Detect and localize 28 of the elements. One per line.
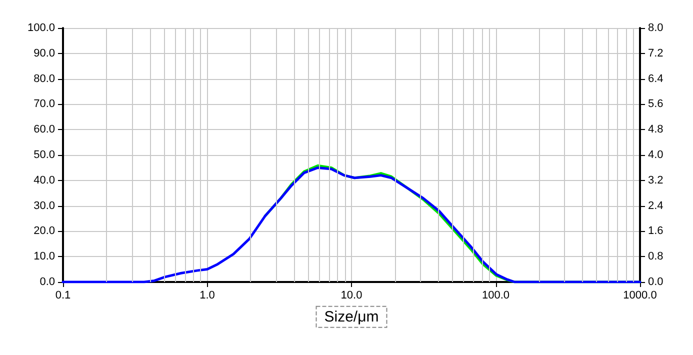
y-tick-label: 60.0 <box>34 124 55 136</box>
x-axis-title: Size/μm <box>324 308 379 326</box>
y2-tick-label: 8.0 <box>648 22 664 34</box>
y-tick-label: 10.0 <box>34 250 55 263</box>
y2-tick-label: 3.2 <box>648 174 664 186</box>
y-tick-label: 90.0 <box>34 47 55 60</box>
x-tick-label: 10.0 <box>340 290 362 302</box>
x-tick-label: 1.0 <box>200 290 215 302</box>
y2-tick-label: 2.4 <box>648 200 664 212</box>
y2-tick-label: 4.8 <box>648 124 664 136</box>
x-tick-label: 1000.0 <box>623 290 657 302</box>
y2-tick-label: 0.8 <box>648 250 664 263</box>
y2-tick-label: 1.6 <box>648 225 664 238</box>
x-tick-label: 0.1 <box>55 290 71 302</box>
y2-tick-label: 0.0 <box>648 276 664 288</box>
y-tick-label: 80.0 <box>34 72 55 85</box>
y-tick-label: 40.0 <box>34 174 55 186</box>
x-tick-label: 100.0 <box>482 290 510 302</box>
y-tick-label: 50.0 <box>34 149 55 161</box>
y2-tick-label: 6.4 <box>648 72 664 85</box>
y2-tick-label: 5.6 <box>648 98 664 110</box>
y-tick-label: 100.0 <box>27 22 55 34</box>
y2-tick-label: 4.0 <box>648 149 664 161</box>
y-tick-label: 0.0 <box>40 276 55 288</box>
y-tick-label: 20.0 <box>34 225 55 238</box>
y-tick-label: 70.0 <box>34 98 55 110</box>
y-tick-label: 30.0 <box>34 200 55 212</box>
y2-tick-label: 7.2 <box>648 47 664 60</box>
